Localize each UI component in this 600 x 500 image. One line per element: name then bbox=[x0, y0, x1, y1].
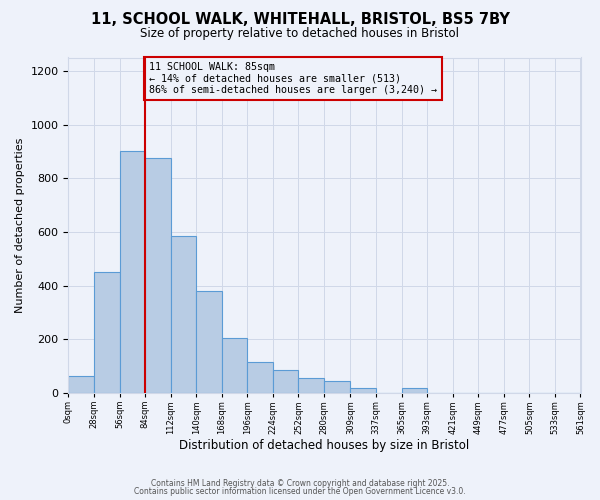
Bar bbox=[222, 338, 247, 393]
Bar bbox=[350, 388, 376, 393]
Bar bbox=[273, 370, 298, 393]
Text: Size of property relative to detached houses in Bristol: Size of property relative to detached ho… bbox=[140, 28, 460, 40]
Bar bbox=[94, 272, 119, 393]
Text: Contains HM Land Registry data © Crown copyright and database right 2025.: Contains HM Land Registry data © Crown c… bbox=[151, 478, 449, 488]
Y-axis label: Number of detached properties: Number of detached properties bbox=[15, 138, 25, 313]
Bar bbox=[68, 376, 94, 393]
Text: 11, SCHOOL WALK, WHITEHALL, BRISTOL, BS5 7BY: 11, SCHOOL WALK, WHITEHALL, BRISTOL, BS5… bbox=[91, 12, 509, 28]
Bar bbox=[401, 388, 427, 393]
Bar bbox=[119, 152, 145, 393]
Bar bbox=[170, 236, 196, 393]
Bar bbox=[247, 362, 273, 393]
Bar bbox=[324, 381, 350, 393]
Text: Contains public sector information licensed under the Open Government Licence v3: Contains public sector information licen… bbox=[134, 487, 466, 496]
Bar bbox=[298, 378, 324, 393]
Text: 11 SCHOOL WALK: 85sqm
← 14% of detached houses are smaller (513)
86% of semi-det: 11 SCHOOL WALK: 85sqm ← 14% of detached … bbox=[149, 62, 437, 94]
X-axis label: Distribution of detached houses by size in Bristol: Distribution of detached houses by size … bbox=[179, 440, 470, 452]
Bar bbox=[145, 158, 170, 393]
Bar bbox=[196, 291, 222, 393]
